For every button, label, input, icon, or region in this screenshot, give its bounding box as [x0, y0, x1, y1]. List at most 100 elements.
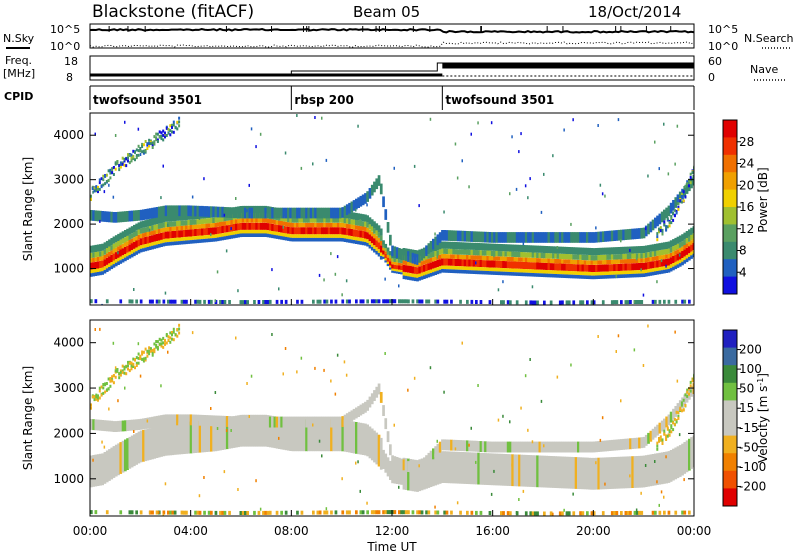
power-cell — [296, 299, 299, 304]
nsearch-trace — [89, 41, 695, 48]
power-cell — [683, 249, 687, 257]
velocity-cell — [141, 357, 144, 361]
power-cell — [677, 207, 680, 211]
power-cell — [366, 222, 369, 228]
power-cell — [146, 247, 150, 251]
power-cell — [472, 270, 476, 274]
power-cell — [447, 254, 451, 259]
power-cell — [604, 247, 607, 255]
power-cell — [574, 264, 578, 272]
power-cell — [165, 126, 168, 130]
power-cell — [654, 217, 657, 229]
power-cell — [685, 247, 689, 255]
power-cell — [549, 232, 553, 243]
power-cell — [454, 254, 458, 259]
power-cell — [212, 223, 215, 228]
power-cell — [364, 193, 367, 204]
colorbar-swatch — [723, 241, 737, 260]
power-cell — [382, 254, 385, 257]
cpid-segment-label: twofsound 3501 — [93, 93, 202, 107]
power-cell — [275, 231, 279, 236]
power-cell — [626, 263, 630, 271]
power-cell — [173, 205, 177, 217]
counts-panel-frame — [89, 23, 695, 49]
power-cell — [656, 255, 659, 261]
power-cell — [185, 220, 188, 226]
velocity-cell — [470, 452, 474, 485]
power-cell — [459, 242, 462, 250]
power-cell — [656, 271, 659, 275]
velocity-cell — [348, 510, 351, 515]
power-cell — [681, 258, 684, 262]
velocity-cell — [284, 347, 287, 350]
power-cell — [133, 232, 136, 238]
velocity-cell — [169, 340, 172, 344]
power-cell — [210, 217, 213, 224]
power-cell — [567, 232, 571, 243]
power-cell — [416, 254, 419, 265]
power-cell — [488, 267, 492, 272]
power-cell — [495, 260, 499, 268]
velocity-cell — [481, 453, 485, 485]
power-cell — [312, 299, 315, 304]
power-cell — [404, 299, 408, 304]
velocity-cell — [477, 441, 480, 452]
power-cell — [549, 258, 553, 264]
power-cell — [590, 264, 594, 272]
power-cell — [436, 243, 440, 251]
velocity-cell — [264, 414, 268, 447]
power-cell — [466, 259, 469, 267]
power-cell — [130, 243, 134, 251]
power-cell — [588, 271, 591, 276]
velocity-cell — [207, 415, 211, 427]
power-cell — [230, 235, 234, 239]
velocity-cell — [497, 441, 501, 453]
power-cell — [533, 252, 537, 258]
power-cell — [278, 235, 281, 240]
power-cell — [153, 241, 157, 246]
power-cell — [205, 206, 209, 217]
power-cell — [456, 259, 460, 267]
velocity-cell — [688, 438, 691, 471]
power-cell — [665, 249, 668, 255]
power-cell — [613, 271, 616, 275]
velocity-cell — [110, 420, 114, 432]
power-cell — [97, 185, 99, 189]
power-cell — [262, 229, 265, 234]
power-cell — [201, 235, 204, 240]
power-cell — [511, 272, 514, 276]
colorbar-swatch — [723, 453, 737, 472]
velocity-cell — [128, 510, 132, 515]
power-cell — [278, 225, 281, 233]
velocity-cell — [135, 356, 138, 360]
velocity-cell — [162, 345, 165, 349]
power-cell — [677, 205, 680, 209]
power-cell — [255, 222, 258, 230]
velocity-cell — [620, 511, 623, 515]
velocity-cell — [173, 423, 177, 455]
power-cell — [663, 122, 665, 126]
velocity-cell — [688, 510, 691, 515]
power-cell — [556, 253, 560, 259]
velocity-cell — [221, 418, 225, 450]
power-cell — [128, 227, 132, 235]
velocity-cell — [466, 510, 469, 515]
velocity-cell — [522, 441, 526, 453]
power-cell — [543, 253, 546, 259]
power-cell — [139, 153, 142, 156]
velocity-cell — [647, 454, 650, 487]
velocity-cell — [366, 424, 369, 457]
power-cell — [357, 213, 360, 221]
velocity-cell — [187, 421, 191, 454]
colorbar-tick-label: 4 — [739, 265, 747, 279]
power-cell — [647, 272, 650, 277]
velocity-cell — [325, 416, 329, 428]
power-cell — [481, 255, 485, 261]
power-cell — [692, 250, 694, 254]
velocity-cell — [111, 379, 114, 383]
power-cell — [500, 260, 503, 268]
power-cell — [282, 236, 286, 241]
velocity-cell — [633, 437, 637, 449]
velocity-cell — [162, 336, 165, 340]
power-cell — [330, 222, 333, 228]
